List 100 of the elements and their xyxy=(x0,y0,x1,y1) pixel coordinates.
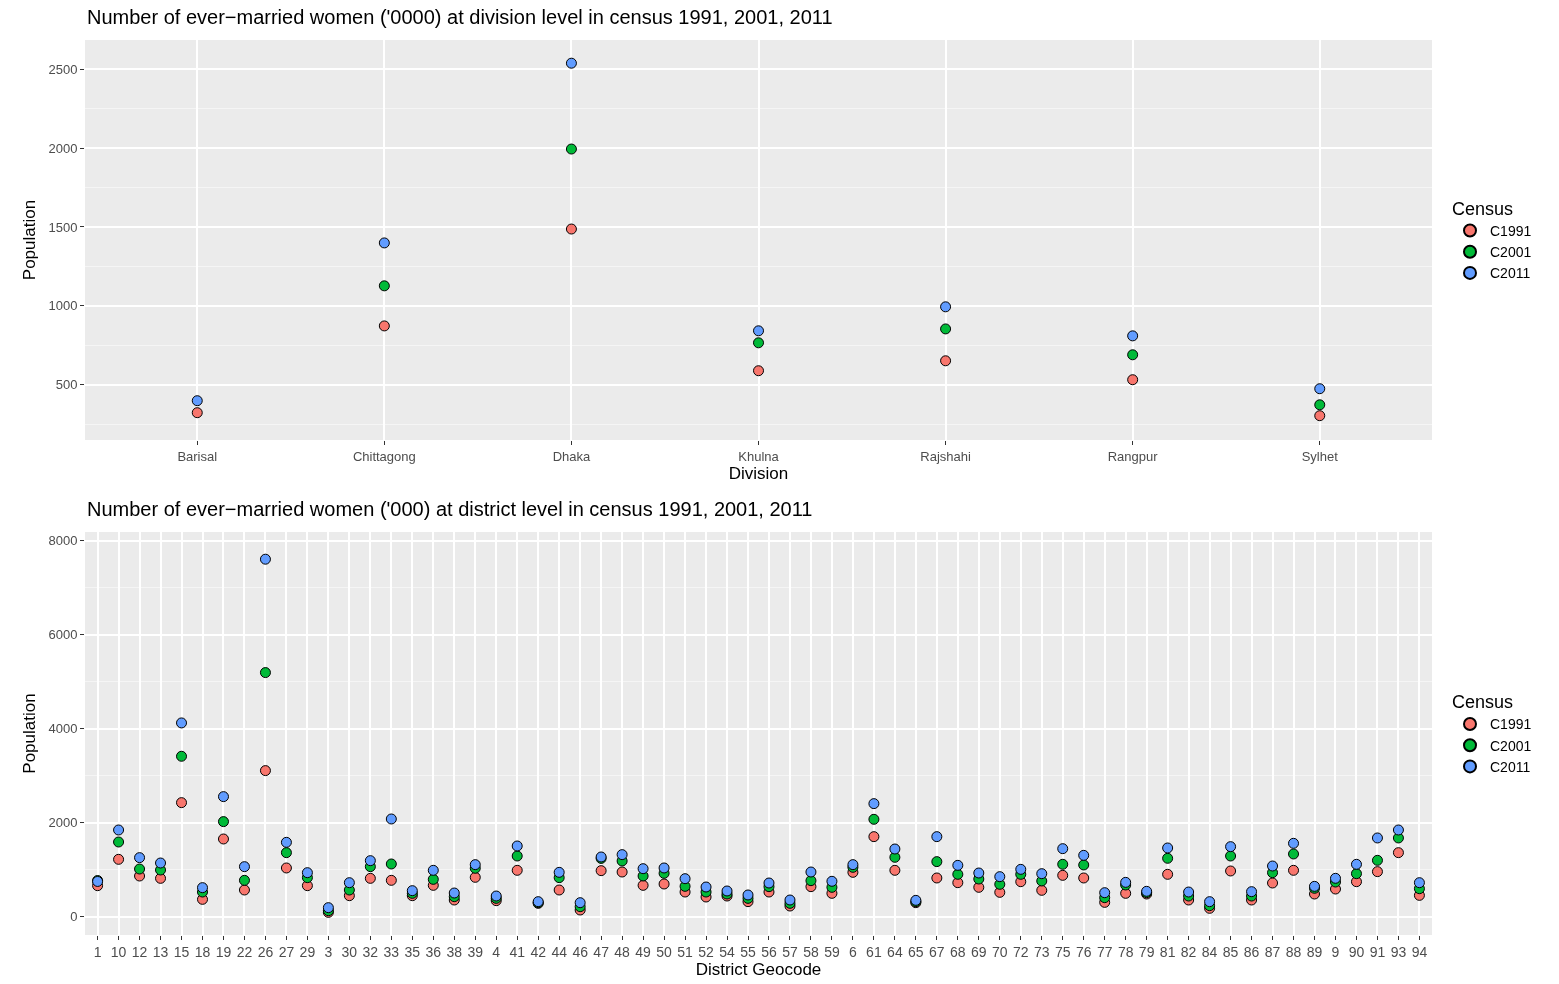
x-tick-label: 6 xyxy=(849,943,858,960)
x-tick-label: 89 xyxy=(1306,943,1323,960)
point xyxy=(565,57,577,69)
point xyxy=(940,323,952,335)
x-tick-label: Rangpur xyxy=(1107,448,1159,464)
legend-label: C2011 xyxy=(1490,758,1531,775)
x-tick-label: 51 xyxy=(677,943,694,960)
chart-title: Number of ever−married women ('000) at district level in census 1991, 2001, 2011 xyxy=(87,498,813,520)
x-tick-label: 93 xyxy=(1390,943,1407,960)
point xyxy=(378,320,390,332)
x-tick-label: 82 xyxy=(1180,943,1197,960)
x-tick-label: Rajshahi xyxy=(920,448,971,464)
y-tick-label: 2000 xyxy=(48,140,78,156)
y-axis-title: Population xyxy=(20,199,40,281)
x-tick-label: 69 xyxy=(971,943,987,960)
x-axis-title: District Geocode xyxy=(695,959,822,979)
legend-label: C2001 xyxy=(1490,737,1532,754)
x-tick-label: 70 xyxy=(992,943,1008,960)
point xyxy=(191,395,203,407)
x-tick-label: 12 xyxy=(131,943,148,960)
point xyxy=(753,337,764,349)
x-tick-label: 86 xyxy=(1243,943,1260,960)
y-tick-label: 4000 xyxy=(48,721,78,737)
x-tick-label: 77 xyxy=(1096,943,1113,960)
x-tick-label: 75 xyxy=(1054,943,1071,960)
x-tick-label: 9 xyxy=(1331,943,1340,960)
x-tick-label: Dhaka xyxy=(552,448,591,464)
point xyxy=(565,143,577,155)
x-tick-label: 52 xyxy=(698,943,715,960)
point xyxy=(753,365,764,377)
x-tick-label: 1 xyxy=(93,943,102,960)
x-tick-label: 48 xyxy=(614,943,631,960)
x-tick-label: 47 xyxy=(593,943,610,960)
y-tick-label: 1500 xyxy=(48,219,78,235)
x-tick-label: 35 xyxy=(404,943,421,960)
point xyxy=(940,301,952,313)
point xyxy=(940,355,952,367)
y-axis-title: Population xyxy=(20,693,40,774)
point xyxy=(378,280,390,292)
x-tick-label: 91 xyxy=(1369,943,1386,960)
x-tick-label: 61 xyxy=(866,943,882,960)
point xyxy=(753,325,764,337)
legend-label: C2011 xyxy=(1490,265,1531,282)
x-tick-label: 32 xyxy=(362,943,379,960)
legend-title: Census xyxy=(1452,692,1514,713)
x-tick-label: 79 xyxy=(1138,943,1155,960)
x-tick-label: 39 xyxy=(467,943,484,960)
x-tick-label: 94 xyxy=(1411,943,1428,960)
y-tick-label: 6000 xyxy=(48,627,78,643)
x-tick-label: 78 xyxy=(1117,943,1134,960)
x-tick-label: 30 xyxy=(341,943,358,960)
x-tick-label: 90 xyxy=(1348,943,1365,960)
point xyxy=(565,223,577,235)
point xyxy=(1314,410,1326,422)
point xyxy=(378,237,390,249)
x-tick-label: 29 xyxy=(299,943,316,960)
point xyxy=(1314,383,1326,395)
x-tick-label: 55 xyxy=(740,943,757,960)
legend-label: C1991 xyxy=(1490,222,1532,239)
point xyxy=(1127,330,1139,342)
x-tick-label: 85 xyxy=(1222,943,1239,960)
x-tick-label: 58 xyxy=(803,943,819,960)
y-tick-label: 0 xyxy=(70,909,78,925)
x-tick-label: Sylhet xyxy=(1301,448,1339,464)
x-tick-label: 13 xyxy=(152,943,169,960)
x-tick-label: 76 xyxy=(1075,943,1092,960)
x-tick-label: 68 xyxy=(950,943,966,960)
x-tick-label: 57 xyxy=(782,943,798,960)
x-tick-label: 36 xyxy=(425,943,442,960)
legend-label: C1991 xyxy=(1490,716,1532,733)
x-tick-label: 41 xyxy=(509,943,526,960)
x-tick-label: 38 xyxy=(446,943,463,960)
x-tick-label: 87 xyxy=(1264,943,1281,960)
x-tick-label: 59 xyxy=(824,943,840,960)
x-tick-label: 88 xyxy=(1285,943,1302,960)
x-tick-label: 56 xyxy=(761,943,777,960)
x-tick-label: 65 xyxy=(908,943,924,960)
legend-label: C2001 xyxy=(1490,244,1532,261)
x-tick-label: 50 xyxy=(656,943,673,960)
x-tick-label: 10 xyxy=(110,943,127,960)
x-tick-label: 26 xyxy=(257,943,274,960)
x-tick-label: 27 xyxy=(278,943,295,960)
point xyxy=(1127,374,1139,386)
point xyxy=(1314,399,1326,411)
x-tick-label: 81 xyxy=(1159,943,1176,960)
x-tick-label: 19 xyxy=(215,943,232,960)
y-tick-label: 8000 xyxy=(48,533,78,549)
x-tick-label: 64 xyxy=(887,943,903,960)
x-tick-label: 42 xyxy=(530,943,547,960)
x-tick-label: 18 xyxy=(194,943,211,960)
x-tick-label: Khulna xyxy=(738,448,780,464)
x-tick-label: 44 xyxy=(551,943,568,960)
x-tick-label: 67 xyxy=(929,943,945,960)
y-tick-label: 1000 xyxy=(48,298,78,314)
x-tick-label: 46 xyxy=(572,943,589,960)
y-tick-label: 2000 xyxy=(48,815,78,831)
x-tick-label: 33 xyxy=(383,943,400,960)
x-tick-label: 73 xyxy=(1033,943,1050,960)
x-axis-title: Division xyxy=(728,463,789,483)
x-tick-label: 54 xyxy=(719,943,736,960)
